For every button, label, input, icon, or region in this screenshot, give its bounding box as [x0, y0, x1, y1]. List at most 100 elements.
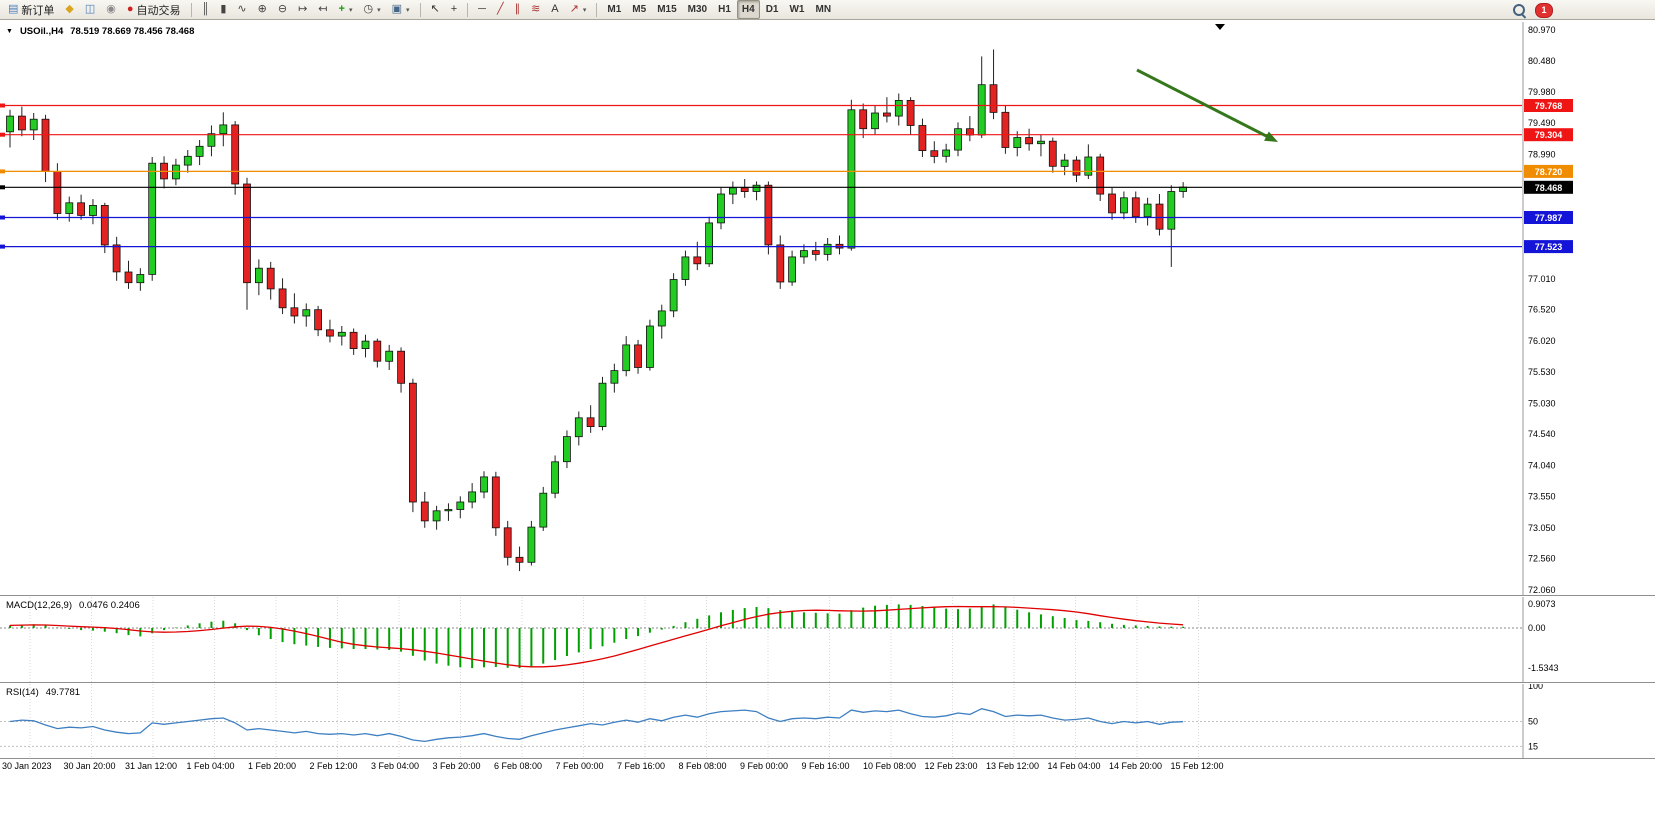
- toolbar: ▤ 新订单 ◆ ◫ ◉ ● 自动交易 ║ ▮ ∿ ⊕ ⊖ ↦ ↤ + ▾ ◷ ▾ ▣ ▾ ↖ + ─ ╱ ∥ ≋ A ↗ ▾ M1 M5 M1…: [0, 0, 1655, 20]
- rsi-scale-label: 50: [1528, 717, 1538, 727]
- timeframe-mn-label: MN: [815, 4, 832, 15]
- line-chart-button[interactable]: ∿: [232, 0, 251, 19]
- zoom-in-button[interactable]: ⊕: [253, 0, 272, 19]
- timeframe-m30[interactable]: M30: [683, 0, 712, 19]
- bear-candle: [1001, 111, 1010, 148]
- templates-icon: ▣: [391, 3, 402, 15]
- bull-candle: [136, 274, 145, 284]
- price-label-box: [1524, 240, 1573, 254]
- bear-candle: [1131, 197, 1140, 218]
- timeframe-h1[interactable]: H1: [713, 0, 736, 19]
- autotrading-button[interactable]: ● 自动交易: [122, 0, 186, 19]
- toolbar-right: 1: [1512, 3, 1553, 18]
- level-line-anchor: [0, 103, 5, 108]
- rsi-label: RSI(14): [6, 687, 39, 698]
- trend-arrow[interactable]: [1136, 68, 1274, 141]
- periods-button[interactable]: ◷ ▾: [358, 0, 385, 19]
- channel-button[interactable]: ∥: [510, 0, 526, 19]
- bear-candle: [764, 184, 773, 246]
- fibonacci-button[interactable]: ≋: [526, 0, 545, 19]
- search-icon[interactable]: [1512, 3, 1527, 18]
- price-chart-canvas[interactable]: 79.768 79.304 78.720 78.468 77.987 77.523 80.9…: [0, 22, 1655, 595]
- bear-candle: [1155, 203, 1164, 230]
- rsi-scale-label: 15: [1528, 741, 1538, 751]
- new-order-icon: ▤: [8, 3, 19, 15]
- bear-candle: [290, 307, 299, 317]
- price-label-box: [1524, 211, 1573, 224]
- timeframe-d1[interactable]: D1: [761, 0, 784, 19]
- panel-splitter[interactable]: [0, 595, 1655, 596]
- zoom-out-button[interactable]: ⊖: [273, 0, 292, 19]
- auto-scroll-button[interactable]: ↦: [293, 0, 312, 19]
- time-axis[interactable]: 30 Jan 2023 30 Jan 20:00 31 Jan 12:00 1 Feb…: [0, 759, 1655, 777]
- bull-candle: [1143, 203, 1152, 218]
- arrows-button[interactable]: ↗ ▾: [565, 0, 592, 19]
- gold-chart-button[interactable]: ◆: [60, 0, 78, 19]
- horizontal-line-button[interactable]: ─: [473, 0, 491, 19]
- toolbar-separator: [596, 2, 598, 17]
- templates-button[interactable]: ▣ ▾: [387, 0, 415, 19]
- bull-candle: [717, 193, 725, 224]
- level-line-anchor: [0, 244, 5, 249]
- macd-label: MACD(12,26,9): [6, 600, 72, 611]
- crosshair-button[interactable]: +: [446, 0, 462, 19]
- webinar-button[interactable]: ◉: [101, 0, 121, 19]
- cursor-icon: ↖: [430, 3, 440, 15]
- candlestick-chart-button[interactable]: ▮: [215, 0, 231, 19]
- price-label: 78.468: [1535, 183, 1563, 193]
- bars-chart-button[interactable]: ║: [197, 0, 215, 19]
- macd-canvas[interactable]: 0.9073 0.00 -1.5343: [0, 597, 1655, 682]
- timeframe-m1[interactable]: M1: [602, 0, 626, 19]
- price-label-box: [1524, 128, 1573, 142]
- hline-icon: ─: [478, 3, 486, 15]
- price-label: 79.304: [1535, 130, 1563, 140]
- time-label: 15 Feb 12:00: [1170, 761, 1224, 771]
- bull-candle: [977, 84, 986, 136]
- dropdown-arrow-icon: ▾: [348, 6, 353, 14]
- indicators-button[interactable]: + ▾: [334, 0, 358, 19]
- bull-candle: [847, 109, 856, 249]
- bars-icon: ║: [201, 3, 210, 15]
- bull-candle: [183, 155, 192, 166]
- chart-shift-icon: ↤: [318, 3, 328, 15]
- timeframe-w1[interactable]: W1: [784, 0, 809, 19]
- new-order-button[interactable]: ▤ 新订单: [3, 0, 59, 19]
- chart-shift-button[interactable]: ↤: [313, 0, 332, 19]
- bull-candle: [942, 149, 950, 157]
- price-tick: 72.560: [1528, 554, 1556, 564]
- timeframe-mn[interactable]: MN: [810, 0, 836, 19]
- price-tick: 73.050: [1528, 523, 1556, 533]
- price-tick: 75.530: [1528, 367, 1556, 377]
- bull-candle: [657, 310, 666, 327]
- chart-shift-marker[interactable]: [1215, 24, 1225, 30]
- trendline-button[interactable]: ╱: [492, 0, 509, 19]
- symbol-menu-icon[interactable]: ▼: [6, 28, 13, 35]
- panel-splitter[interactable]: [0, 682, 1655, 683]
- text-icon: A: [551, 3, 559, 15]
- level-line-anchor: [0, 185, 5, 190]
- time-label: 9 Feb 16:00: [801, 761, 850, 771]
- bear-candle: [1048, 140, 1057, 167]
- macd-scale-label: 0.9073: [1528, 599, 1556, 609]
- notifications-badge[interactable]: 1: [1535, 3, 1553, 18]
- rsi-scale-label: 100: [1528, 684, 1543, 691]
- bear-candle: [515, 556, 524, 563]
- rsi-canvas[interactable]: 100 50 15: [0, 684, 1655, 758]
- bull-candle: [539, 492, 548, 528]
- bull-candle: [681, 256, 690, 280]
- timeframe-m15[interactable]: M15: [652, 0, 681, 19]
- linechart-icon: ∿: [237, 3, 247, 15]
- cursor-button[interactable]: ↖: [426, 0, 445, 19]
- price-tick: 80.970: [1528, 25, 1556, 35]
- price-tick: 75.030: [1528, 398, 1556, 408]
- bear-candle: [231, 124, 240, 185]
- timeframe-m30-label: M30: [687, 4, 708, 15]
- text-label-button[interactable]: A: [546, 0, 563, 19]
- level-line-anchor: [0, 215, 5, 220]
- timeframe-m5[interactable]: M5: [627, 0, 651, 19]
- dropdown-arrow-icon: ▾: [582, 6, 587, 14]
- time-label: 30 Jan 2023: [2, 761, 52, 771]
- time-label: 14 Feb 04:00: [1047, 761, 1101, 771]
- profiles-button[interactable]: ◫: [80, 0, 100, 19]
- timeframe-h4[interactable]: H4: [736, 0, 760, 19]
